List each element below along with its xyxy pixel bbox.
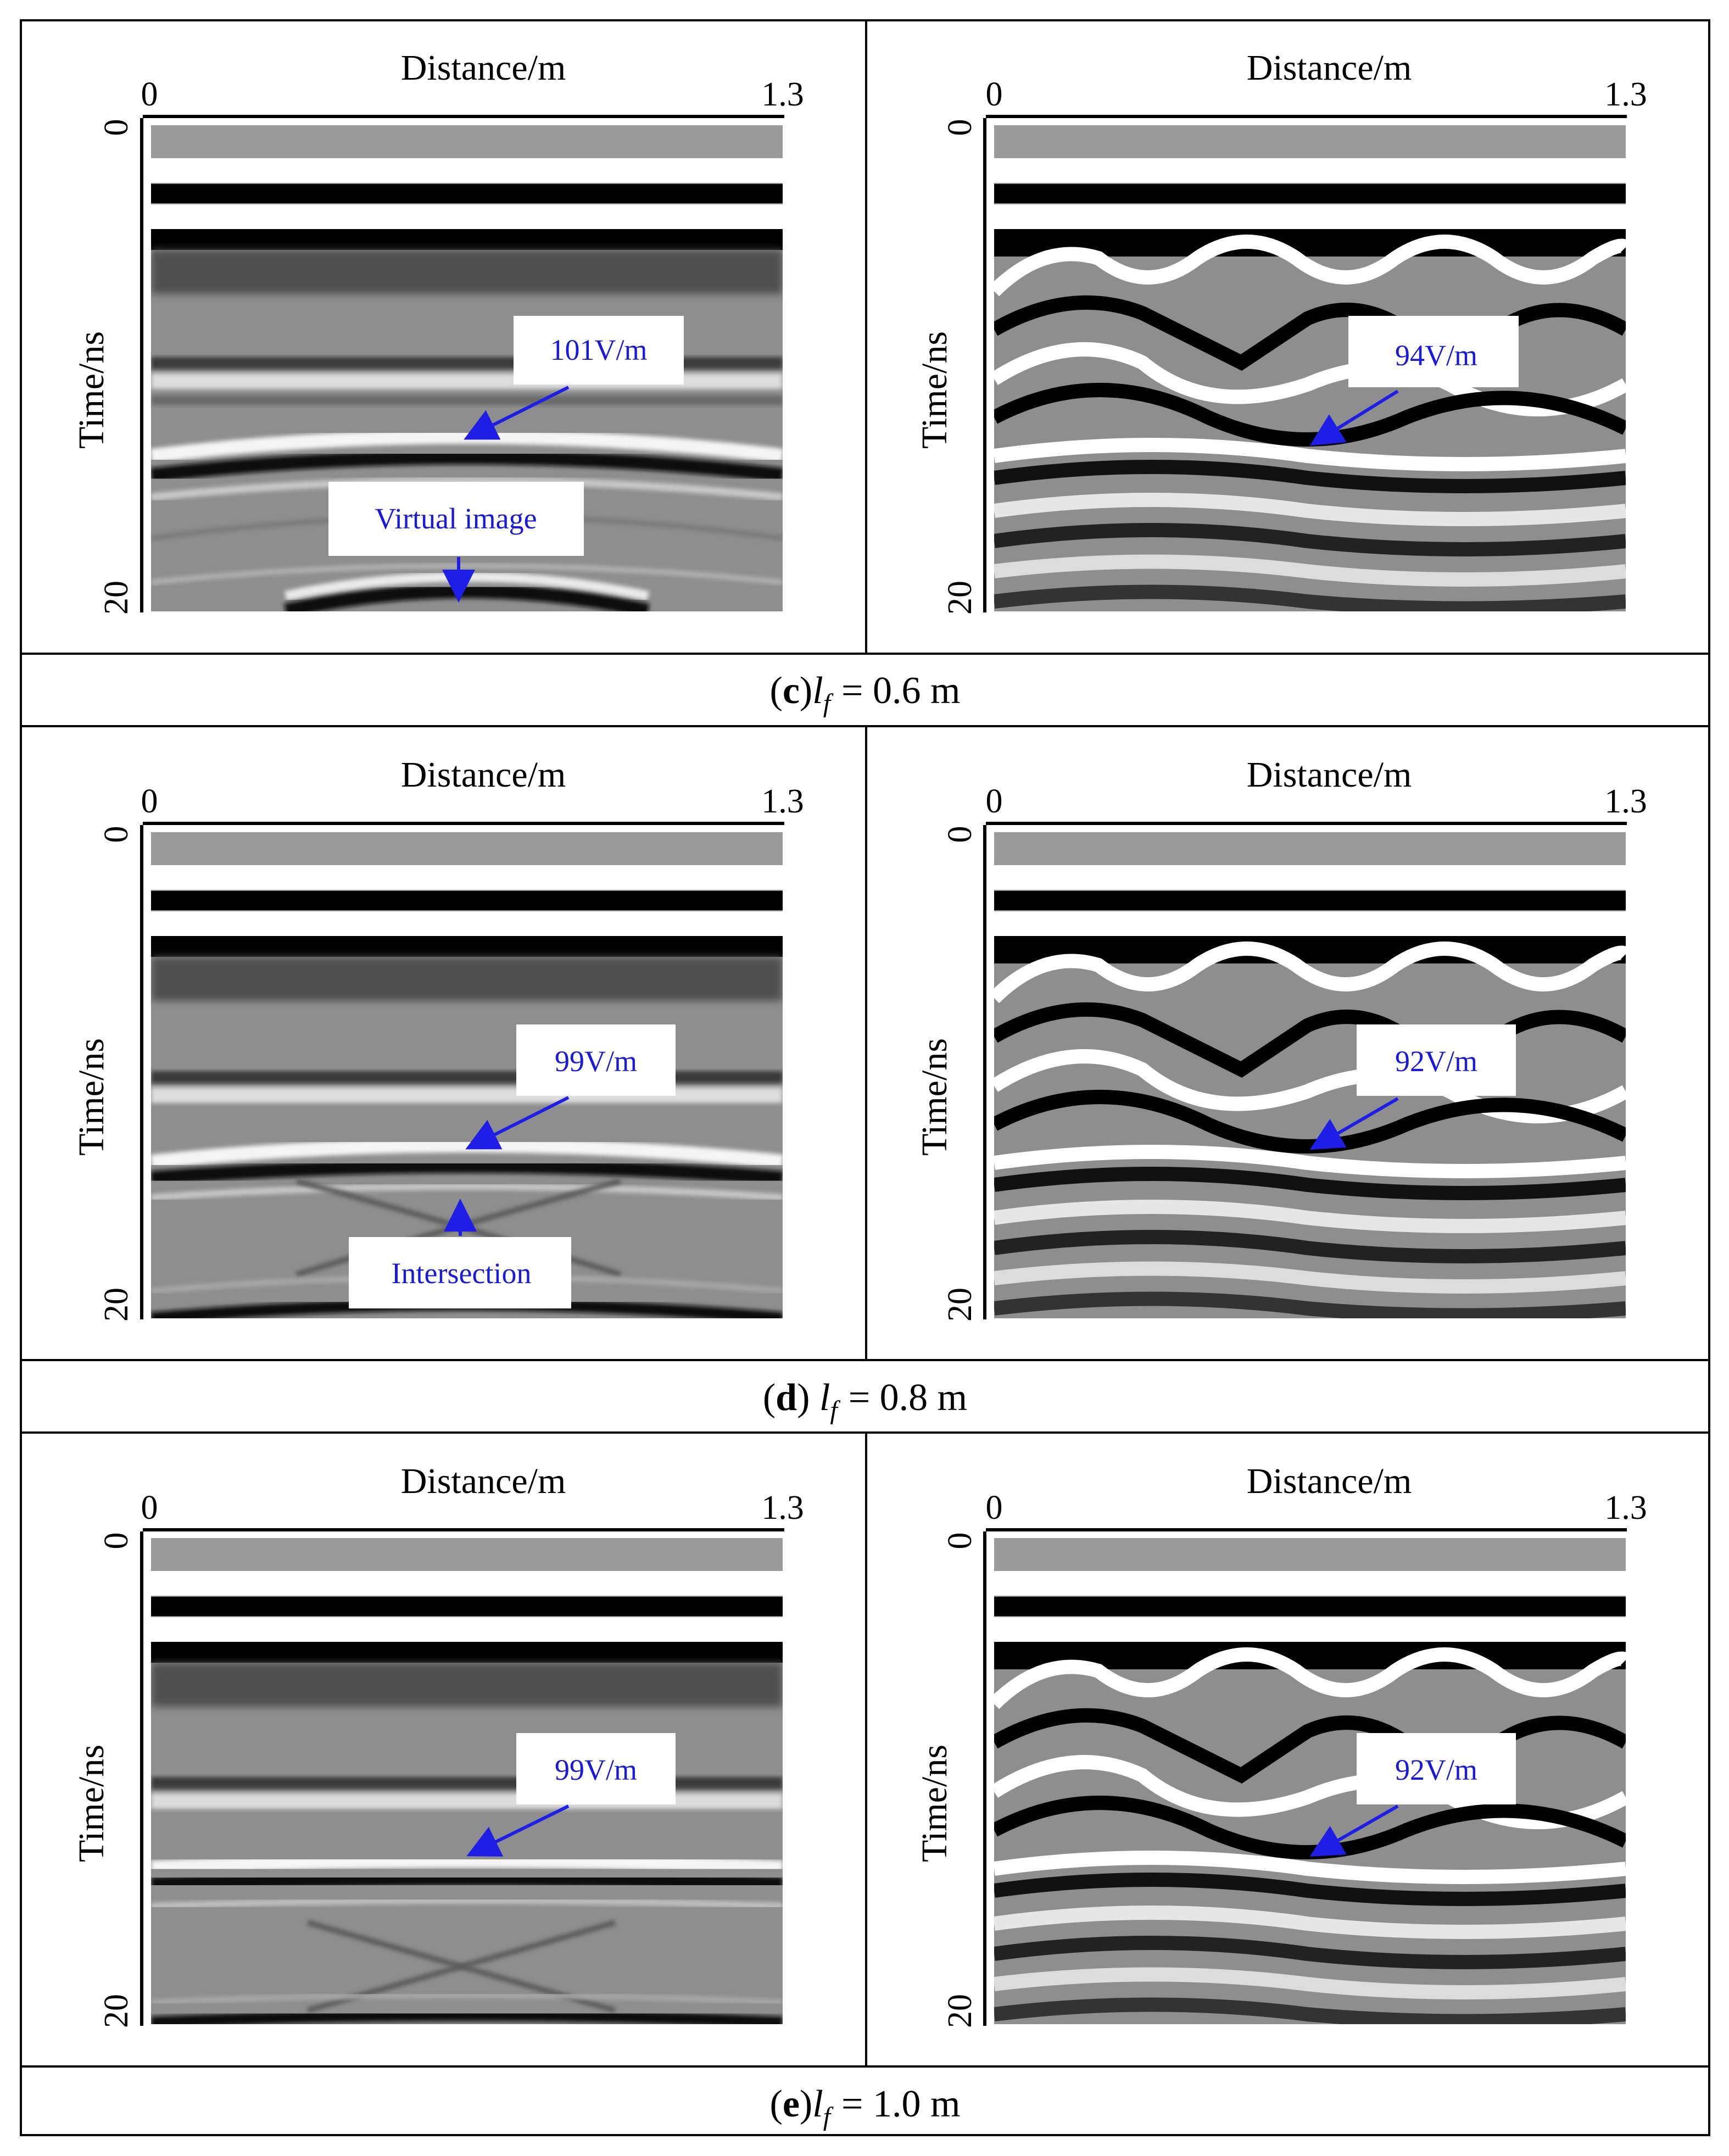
y-axis-start: 0 bbox=[941, 826, 979, 843]
gpr-panel: Distance/m 0 1.3 0 20 Time/ns bbox=[914, 48, 1647, 615]
x-axis-title: Distance/m bbox=[401, 755, 566, 795]
annotation-label: 99V/m bbox=[555, 1753, 637, 1786]
annotation-arrow bbox=[466, 1804, 570, 1857]
annotation-arrow bbox=[465, 1096, 570, 1150]
row-caption: (c)lf = 0.6 m bbox=[770, 670, 961, 718]
row-c: Distance/m 0 1.3 0 20 Time/ns bbox=[71, 48, 1647, 718]
y-axis-start: 0 bbox=[98, 1533, 135, 1550]
table-grid bbox=[20, 19, 1710, 2136]
x-axis-start: 0 bbox=[141, 1489, 158, 1527]
row-caption: (d) lf = 0.8 m bbox=[763, 1377, 967, 1425]
x-axis-start: 0 bbox=[986, 76, 1003, 113]
row-d: Distance/m 0 1.3 0 20 Time/ns bbox=[71, 755, 1647, 1425]
svg-text:(e)lf= 1.0 m: (e)lf = 1.0 m bbox=[770, 2083, 961, 2131]
y-axis-end: 20 bbox=[98, 1994, 135, 2028]
gpr-panel: Distance/m 0 1.3 0 20 Time/ns bbox=[71, 1461, 804, 2028]
x-axis-title: Distance/m bbox=[1247, 48, 1412, 88]
caption-label: d bbox=[776, 1377, 797, 1419]
gpr-panel: Distance/m 0 1.3 0 20 Time/ns bbox=[71, 48, 804, 615]
annotation-arrow bbox=[464, 386, 570, 440]
x-axis-title: Distance/m bbox=[401, 48, 566, 88]
annotation-box bbox=[516, 1733, 676, 1804]
svg-text:(d) lf= 0.8 m: (d) lf = 0.8 m bbox=[763, 1377, 967, 1425]
row-e: Distance/m 0 1.3 0 20 Time/ns bbox=[71, 1461, 1647, 2131]
annotation-arrow bbox=[1309, 1804, 1399, 1857]
y-axis-start: 0 bbox=[98, 826, 135, 843]
x-axis-title: Distance/m bbox=[1247, 755, 1412, 795]
y-axis-end: 20 bbox=[98, 1288, 135, 1322]
radargram-image bbox=[994, 832, 1626, 1318]
caption-value: = 1.0 m bbox=[841, 2083, 960, 2125]
annotation-box bbox=[516, 1024, 676, 1096]
x-axis-end: 1.3 bbox=[1604, 76, 1647, 113]
gpr-panel: Distance/m 0 1.3 0 20 Time/ns bbox=[914, 1461, 1647, 2028]
annotation-label: 92V/m bbox=[1395, 1753, 1477, 1786]
caption-subscript: f bbox=[823, 2102, 834, 2131]
caption-subscript: f bbox=[830, 1396, 840, 1425]
x-axis-end: 1.3 bbox=[761, 1489, 804, 1527]
radargram-image bbox=[994, 1538, 1626, 2024]
y-axis-title: Time/ns bbox=[914, 331, 955, 449]
annotation-box bbox=[349, 1237, 571, 1308]
annotation-box bbox=[1348, 316, 1519, 387]
gpr-panel: Distance/m 0 1.3 0 20 Time/ns bbox=[914, 755, 1647, 1322]
y-axis-end: 20 bbox=[941, 1288, 979, 1322]
y-axis-end: 20 bbox=[98, 581, 135, 615]
radargram-image bbox=[151, 1538, 783, 2024]
y-axis-title: Time/ns bbox=[71, 1038, 111, 1156]
y-axis-end: 20 bbox=[941, 1994, 979, 2028]
caption-variable: l bbox=[812, 670, 823, 712]
caption-subscript: f bbox=[823, 689, 834, 718]
annotation-box bbox=[328, 482, 584, 556]
svg-text:(c)lf= 0.6 m: (c)lf = 0.6 m bbox=[770, 670, 961, 718]
annotation-arrow bbox=[1309, 1097, 1399, 1150]
y-axis-start: 0 bbox=[941, 119, 979, 136]
gpr-panel: Distance/m 0 1.3 0 20 Time/ns bbox=[71, 755, 804, 1322]
annotation-label: Virtual image bbox=[375, 502, 537, 535]
caption-value: = 0.8 m bbox=[849, 1377, 967, 1419]
caption-variable: l bbox=[812, 2083, 823, 2125]
y-axis-title: Time/ns bbox=[914, 1745, 955, 1862]
x-axis-start: 0 bbox=[141, 783, 158, 820]
annotation-arrow bbox=[1309, 389, 1399, 446]
annotation-label: 101V/m bbox=[550, 333, 647, 366]
caption-variable: l bbox=[819, 1377, 830, 1419]
y-axis-start: 0 bbox=[98, 119, 135, 136]
radargram-image bbox=[151, 832, 783, 1318]
radargram-image bbox=[994, 125, 1626, 611]
y-axis-title: Time/ns bbox=[71, 331, 111, 449]
x-axis-end: 1.3 bbox=[761, 783, 804, 820]
x-axis-start: 0 bbox=[986, 1489, 1003, 1527]
annotation-label: Intersection bbox=[392, 1257, 532, 1290]
annotation-box bbox=[1357, 1733, 1516, 1804]
x-axis-start: 0 bbox=[986, 783, 1003, 820]
annotation-label: 99V/m bbox=[555, 1045, 637, 1078]
caption-label: e bbox=[783, 2083, 800, 2125]
x-axis-title: Distance/m bbox=[401, 1461, 566, 1501]
row-caption: (e)lf = 1.0 m bbox=[770, 2083, 961, 2131]
annotation-label: 94V/m bbox=[1395, 339, 1477, 372]
y-axis-title: Time/ns bbox=[914, 1038, 955, 1156]
x-axis-end: 1.3 bbox=[761, 76, 804, 113]
y-axis-end: 20 bbox=[941, 581, 979, 615]
caption-value: = 0.6 m bbox=[841, 670, 960, 712]
annotation-box bbox=[1357, 1024, 1516, 1096]
x-axis-end: 1.3 bbox=[1604, 783, 1647, 820]
y-axis-start: 0 bbox=[941, 1533, 979, 1550]
x-axis-end: 1.3 bbox=[1604, 1489, 1647, 1527]
y-axis-title: Time/ns bbox=[71, 1745, 111, 1862]
annotation-label: 92V/m bbox=[1395, 1045, 1477, 1078]
x-axis-title: Distance/m bbox=[1247, 1461, 1412, 1501]
x-axis-start: 0 bbox=[141, 76, 158, 113]
annotation-box bbox=[514, 316, 684, 385]
caption-label: c bbox=[783, 670, 800, 712]
